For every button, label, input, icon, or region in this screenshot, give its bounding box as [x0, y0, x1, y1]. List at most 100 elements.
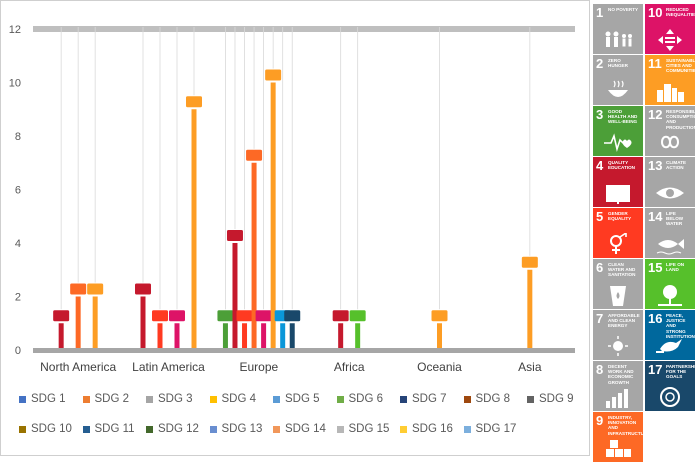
bar-sdg-15	[355, 323, 361, 350]
sdg-tile-title: Reduced Inequalities	[666, 7, 695, 18]
sdg-tile-number: 14	[648, 209, 663, 224]
legend-label: SDG 13	[221, 423, 263, 435]
sdg-tile-title: No Poverty	[608, 7, 639, 12]
bar-sdg-11	[92, 296, 98, 350]
sdg-tile-title: Responsible Consumption and Production	[666, 109, 695, 130]
growth-chart-icon	[602, 386, 634, 408]
legend-label: SDG 10	[31, 423, 72, 435]
sdg-tile-number: 9	[596, 413, 604, 428]
legend-item: SDG 17	[463, 423, 516, 435]
sdg-tile-6: 6 Clean Water and Sanitation	[593, 259, 643, 309]
sdg-tile-4: 4 Quality Education	[593, 157, 643, 207]
legend-label: SDG 5	[285, 393, 320, 405]
x-axis-line	[33, 348, 575, 353]
legend-swatch	[146, 425, 153, 433]
sdg-marker-icon	[186, 96, 202, 108]
bar-sdg-4	[58, 323, 64, 350]
legend-swatch	[463, 395, 471, 403]
sdg-tile-13: 13 Climate Action	[645, 157, 695, 207]
legend-swatch	[463, 425, 471, 433]
legend-swatch	[82, 395, 90, 403]
sdg-marker-icon	[236, 310, 253, 322]
x-category-label: Latin America	[132, 360, 205, 374]
legend-swatch	[336, 425, 344, 433]
legend-swatch	[19, 425, 26, 433]
chart-frame: 0 2 4 6 8 10 12 North America Latin America Europ…	[0, 0, 590, 456]
sdg-marker-icon	[521, 256, 538, 268]
tree-icon	[654, 284, 686, 306]
sdg-tile-number: 8	[596, 362, 604, 377]
y-tick-label: 2	[15, 292, 21, 304]
legend-item: SDG 10	[19, 423, 72, 435]
legend-item: SDG 3	[146, 393, 193, 405]
sdg-tile-16: 16 Peace, Justice and Strong Institutions	[645, 310, 695, 360]
sdg-marker-icon	[284, 310, 301, 322]
city-icon	[654, 80, 686, 102]
sdg-tile-11: 11 Sustainable Cities and Communities	[645, 55, 695, 105]
legend-swatch	[336, 395, 344, 403]
sdg-marker-icon	[246, 149, 263, 161]
legend-swatch	[273, 395, 280, 403]
legend-swatch	[209, 395, 217, 403]
sdg-tile-12: 12Responsible Consumption and Production	[645, 106, 695, 156]
bar-sdg-3	[222, 323, 228, 350]
legend-swatch	[209, 425, 217, 433]
x-category-label: Asia	[518, 360, 542, 374]
sdg-marker-icon	[135, 283, 151, 295]
bar-sdg-4	[338, 323, 344, 350]
sdg-tile-number: 1	[596, 5, 604, 20]
legend-swatch	[400, 425, 407, 433]
legend-item: SDG 16	[400, 423, 453, 435]
legend-item: SDG 1	[19, 393, 66, 405]
sdg-tile-number: 7	[596, 311, 604, 326]
sdg-tile-9: 9 Industry, Innovation and Infrastructure	[593, 412, 643, 462]
sdg-tile-number: 3	[596, 107, 604, 122]
sdg-tile-number: 10	[648, 5, 663, 20]
legend-label: SDG 15	[348, 423, 390, 435]
gender-icon	[602, 231, 634, 255]
sdg-tile-number: 11	[648, 56, 662, 71]
book-icon	[602, 182, 634, 204]
top-gridline	[33, 26, 575, 32]
legend-item: SDG 2	[82, 393, 129, 405]
bar-sdg-10	[174, 323, 180, 350]
bar-sdg-10	[261, 323, 267, 350]
bar-sdg-5	[157, 323, 163, 350]
bar-sdg-11	[270, 82, 276, 350]
sdg-tile-10: 10 Reduced Inequalities	[645, 4, 695, 54]
rings-icon	[654, 386, 686, 408]
sdg-marker-icon	[431, 310, 448, 322]
legend-label: SDG 16	[412, 423, 453, 435]
sdg-tile-number: 17	[648, 362, 663, 377]
sdg-tile-title: Life Below Water	[666, 211, 684, 227]
legend-item: SDG 4	[209, 393, 256, 405]
y-tick-label: 6	[15, 185, 21, 197]
sdg-marker-icon	[217, 310, 234, 322]
sdg-tile-title: Partnerships for the Goals	[666, 364, 695, 380]
y-tick-label: 10	[9, 78, 21, 90]
y-tick-label: 0	[15, 345, 21, 357]
legend-label: SDG 12	[158, 423, 199, 435]
sdg-marker-icon	[70, 283, 87, 295]
bar-sdg-9	[251, 162, 257, 350]
legend-label: SDG 14	[285, 423, 326, 435]
legend-label: SDG 9	[539, 393, 574, 405]
legend-swatch	[273, 425, 280, 433]
bar-sdg-4	[232, 243, 238, 350]
sdg-tile-title: Clean Water and Sanitation	[608, 262, 636, 278]
y-tick-label: 12	[9, 24, 21, 36]
bar-sdg-5	[242, 323, 248, 350]
sdg-tile-title: Sustainable Cities and Communities	[666, 58, 695, 74]
legend-item: SDG 12	[146, 423, 199, 435]
sdg-tile-number: 5	[596, 209, 604, 224]
heartbeat-icon	[602, 131, 634, 153]
sdg-tile-title: Peace, Justice and Strong Institutions	[666, 313, 695, 339]
legend-item: SDG 15	[336, 423, 390, 435]
legend-swatch	[400, 395, 407, 403]
legend-item: SDG 8	[463, 393, 510, 405]
legend-label: SDG 11	[94, 423, 135, 435]
legend-swatch	[527, 395, 534, 403]
legend-label: SDG 7	[412, 393, 447, 405]
legend-label: SDG 3	[158, 393, 193, 405]
eye-globe-icon	[654, 182, 686, 204]
